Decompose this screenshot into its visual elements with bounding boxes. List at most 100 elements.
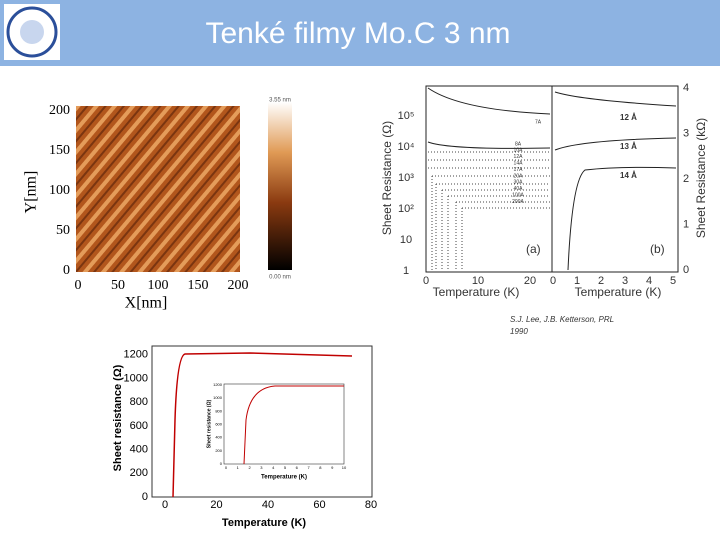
tick-label: 10 <box>400 234 412 246</box>
tick-label: 40 <box>262 499 274 511</box>
tick-label: 3 <box>622 275 628 287</box>
tick-label: 10 <box>472 275 484 287</box>
tick-label: 8A <box>515 141 522 147</box>
tick-label: 13 Å <box>620 142 637 151</box>
scan-dotted <box>428 151 550 270</box>
inset-curve <box>243 385 344 465</box>
tick-label: 60 <box>313 499 325 511</box>
tick-label: 80 <box>365 499 377 511</box>
tick-label: 200 <box>215 448 222 453</box>
plot-frame <box>151 345 373 498</box>
tick-label: 150 <box>188 278 209 293</box>
tick-label: 1 <box>237 465 240 470</box>
tick-label: 5 <box>284 465 287 470</box>
panel-label: (b) <box>650 242 665 256</box>
tick-label: 2 <box>248 465 251 470</box>
tick-label: 400 <box>130 444 148 456</box>
tick-label: 7A <box>535 119 542 125</box>
tick-label: 0 <box>63 263 70 278</box>
tick-label: 1000 <box>213 395 223 400</box>
tick-label: 1200 <box>124 349 148 361</box>
tick-label: 0 <box>220 461 223 466</box>
curve <box>172 352 353 498</box>
tick-label: 14 Å <box>620 171 637 180</box>
tick-label: 1 <box>403 265 409 277</box>
tick-label: 1200 <box>213 382 223 387</box>
tick-label: 20 <box>524 275 536 287</box>
header-bar <box>0 0 720 66</box>
tick-label: 0 <box>423 275 429 287</box>
tick-label: 800 <box>130 396 148 408</box>
tick-label: 10⁵ <box>398 110 415 122</box>
tick-label: 0 <box>225 465 228 470</box>
tick-label: 10² <box>398 203 414 215</box>
tick-label: 4 <box>272 465 275 470</box>
tick-label: 2 <box>598 275 604 287</box>
tick-label: 10⁴ <box>398 141 415 153</box>
axis-label: Sheet resistance (Ω) <box>206 399 212 448</box>
colorbar-label: 0.00 nm <box>269 275 291 281</box>
tick-label: 1000 <box>124 372 148 384</box>
tick-label: 4 <box>646 275 652 287</box>
tick-label: 7 <box>307 465 310 470</box>
tick-label: 8 <box>319 465 322 470</box>
inset-frame <box>223 383 345 465</box>
tick-label: 600 <box>215 421 222 426</box>
tick-label: 30A <box>514 180 524 186</box>
tick-label: 0 <box>142 491 148 503</box>
tick-label: 400 <box>215 435 222 440</box>
tick-label: 200 <box>228 278 249 293</box>
tick-label: 10³ <box>398 172 414 184</box>
axis-label: Sheet Resistance (Ω) <box>380 121 394 235</box>
tick-label: 12A <box>514 154 524 160</box>
tick-label: 2 <box>683 173 689 185</box>
tick-label: 50 <box>111 278 125 293</box>
logo-center <box>20 20 44 44</box>
tick-label: 100 <box>49 183 70 198</box>
tick-label: 0 <box>162 499 168 511</box>
citation: S.J. Lee, J.B. Ketterson, PRL <box>510 315 614 324</box>
axis-label: Y[nm] <box>23 171 40 214</box>
afm-image <box>76 106 240 272</box>
axis-label: Temperature (K) <box>433 285 520 299</box>
tick-label: 1 <box>683 218 689 230</box>
tick-label: 12 Å <box>620 113 637 122</box>
tick-label: 5 <box>670 275 676 287</box>
tick-label: 200A <box>512 199 524 205</box>
tick-label: 4 <box>683 82 689 94</box>
tick-label: 600 <box>130 420 148 432</box>
tick-label: 20 <box>210 499 222 511</box>
tick-label: 800 <box>215 408 222 413</box>
tick-label: 100A <box>512 193 524 199</box>
tick-label: 17A <box>514 167 524 173</box>
panel-label: (a) <box>526 242 541 256</box>
tick-label: 40A <box>514 186 524 192</box>
colorbar <box>268 102 292 270</box>
logo <box>6 6 58 58</box>
tick-label: 3 <box>683 127 689 139</box>
tick-label: 50 <box>56 223 70 238</box>
tick-label: 200 <box>49 103 70 118</box>
colorbar-label: 3.55 nm <box>269 98 291 104</box>
tick-label: 20A <box>514 173 524 179</box>
axis-label: Sheet Resistance (kΩ) <box>694 118 708 238</box>
scan-frame <box>425 85 679 273</box>
axis-label: Temperature (K) <box>261 475 307 481</box>
tick-label: 200 <box>130 467 148 479</box>
tick-label: 10A <box>514 148 524 154</box>
axis-label: Temperature (K) <box>222 517 306 529</box>
tick-label: 150 <box>49 143 70 158</box>
title: Tenké filmy Mo.C 3 nm <box>205 17 510 50</box>
tick-label: 0 <box>550 275 556 287</box>
axis-label: Temperature (K) <box>575 285 662 299</box>
tick-label: 1 <box>574 275 580 287</box>
tick-label: 9 <box>331 465 334 470</box>
tick-label: 100 <box>148 278 169 293</box>
tick-label: 14A <box>514 161 524 167</box>
tick-label: 0 <box>75 278 82 293</box>
citation: 1990 <box>510 327 528 336</box>
tick-label: 6 <box>296 465 299 470</box>
tick-label: 3 <box>260 465 263 470</box>
axis-label: X[nm] <box>125 295 168 312</box>
axis-label: Sheet resistance (Ω) <box>112 364 124 471</box>
